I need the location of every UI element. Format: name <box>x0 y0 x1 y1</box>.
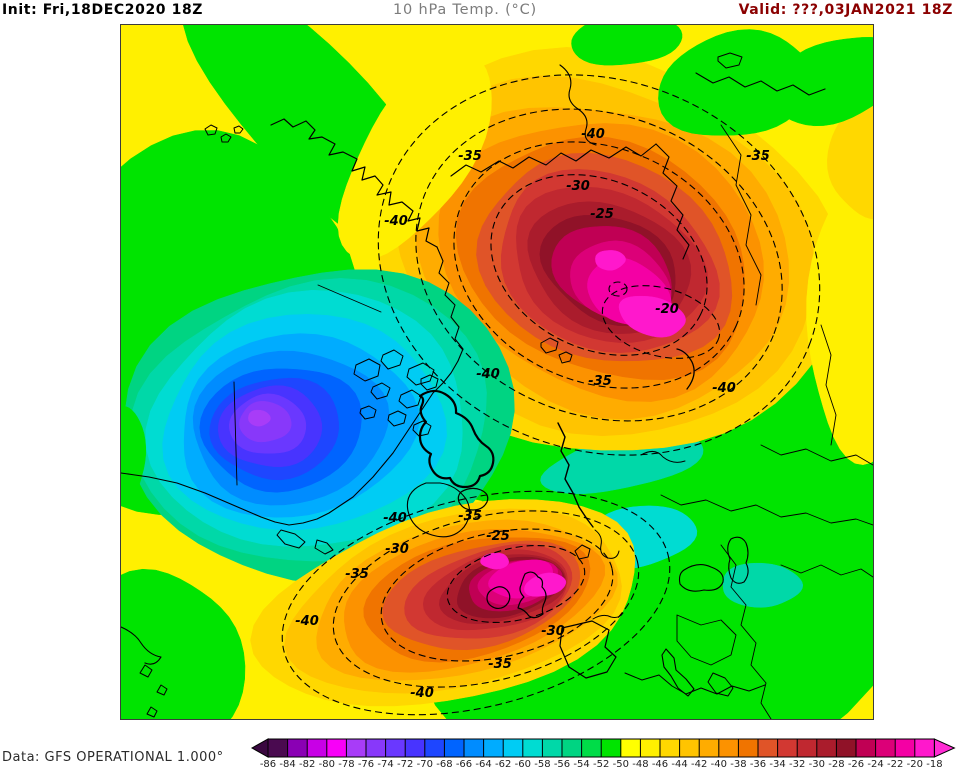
svg-text:-68: -68 <box>436 759 452 768</box>
svg-text:-38: -38 <box>730 759 746 768</box>
svg-text:-54: -54 <box>573 759 589 768</box>
svg-text:-22: -22 <box>887 759 903 768</box>
svg-text:-35: -35 <box>588 374 612 389</box>
data-source-label: Data: GFS OPERATIONAL 1.000° <box>2 750 224 765</box>
svg-text:-46: -46 <box>652 759 668 768</box>
svg-text:-40: -40 <box>476 367 500 382</box>
svg-text:-40: -40 <box>581 127 605 142</box>
svg-text:-20: -20 <box>907 759 923 768</box>
svg-text:-40: -40 <box>295 614 319 629</box>
svg-text:-25: -25 <box>486 529 510 544</box>
svg-text:-80: -80 <box>319 759 335 768</box>
svg-text:-86: -86 <box>260 759 276 768</box>
svg-text:-20: -20 <box>655 302 679 317</box>
svg-text:-35: -35 <box>488 657 512 672</box>
svg-text:-66: -66 <box>456 759 472 768</box>
svg-text:-78: -78 <box>338 759 354 768</box>
svg-text:-35: -35 <box>345 567 369 582</box>
svg-text:-18: -18 <box>926 759 942 768</box>
svg-text:-36: -36 <box>750 759 766 768</box>
svg-text:-56: -56 <box>554 759 570 768</box>
svg-text:-30: -30 <box>541 624 565 639</box>
svg-text:-35: -35 <box>746 149 770 164</box>
temperature-map-canvas: -40-35-30-25-20-35 -40-40-35-40-40 -35-25-… <box>121 25 873 719</box>
svg-text:-40: -40 <box>384 214 408 229</box>
svg-text:-40: -40 <box>711 759 727 768</box>
svg-text:-40: -40 <box>712 381 736 396</box>
svg-text:-50: -50 <box>613 759 629 768</box>
svg-text:-24: -24 <box>867 759 883 768</box>
svg-text:-42: -42 <box>691 759 707 768</box>
svg-text:-30: -30 <box>809 759 825 768</box>
temperature-colorbar: -86 -84 -82 -80 -78 -76 -74 -72 -70 -68 -66 -64 -62-… <box>250 738 956 768</box>
valid-time-label: Valid: ???,03JAN2021 18Z <box>738 2 953 18</box>
svg-text:-60: -60 <box>515 759 531 768</box>
svg-text:-35: -35 <box>458 509 482 524</box>
chart-title: 10 hPa Temp. (°C) <box>393 2 537 18</box>
svg-text:-30: -30 <box>385 542 409 557</box>
svg-text:-52: -52 <box>593 759 609 768</box>
temperature-map: -40 -35 -30 -25 -20 -35 -40 -40 -35 -40 -40 -35 -25-… <box>120 24 874 720</box>
svg-text:-48: -48 <box>632 759 648 768</box>
init-time-label: Init: Fri,18DEC2020 18Z <box>2 2 204 18</box>
svg-text:-40: -40 <box>383 511 407 526</box>
svg-text:-70: -70 <box>417 759 433 768</box>
svg-text:-40: -40 <box>410 686 434 701</box>
svg-text:-84: -84 <box>279 759 295 768</box>
svg-text:-44: -44 <box>671 759 687 768</box>
svg-text:-26: -26 <box>848 759 864 768</box>
svg-text:-82: -82 <box>299 759 315 768</box>
svg-text:-76: -76 <box>358 759 374 768</box>
svg-text:-30: -30 <box>566 179 590 194</box>
footer: Data: GFS OPERATIONAL 1.000° (C) Wetterz… <box>2 719 224 768</box>
svg-text:-28: -28 <box>828 759 844 768</box>
svg-text:-58: -58 <box>534 759 550 768</box>
svg-text:-35: -35 <box>458 149 482 164</box>
svg-text:-62: -62 <box>495 759 511 768</box>
svg-text:-72: -72 <box>397 759 413 768</box>
svg-text:-34: -34 <box>769 759 785 768</box>
svg-text:-32: -32 <box>789 759 805 768</box>
svg-text:-74: -74 <box>377 759 393 768</box>
svg-text:-25: -25 <box>590 207 614 222</box>
svg-text:-64: -64 <box>475 759 491 768</box>
